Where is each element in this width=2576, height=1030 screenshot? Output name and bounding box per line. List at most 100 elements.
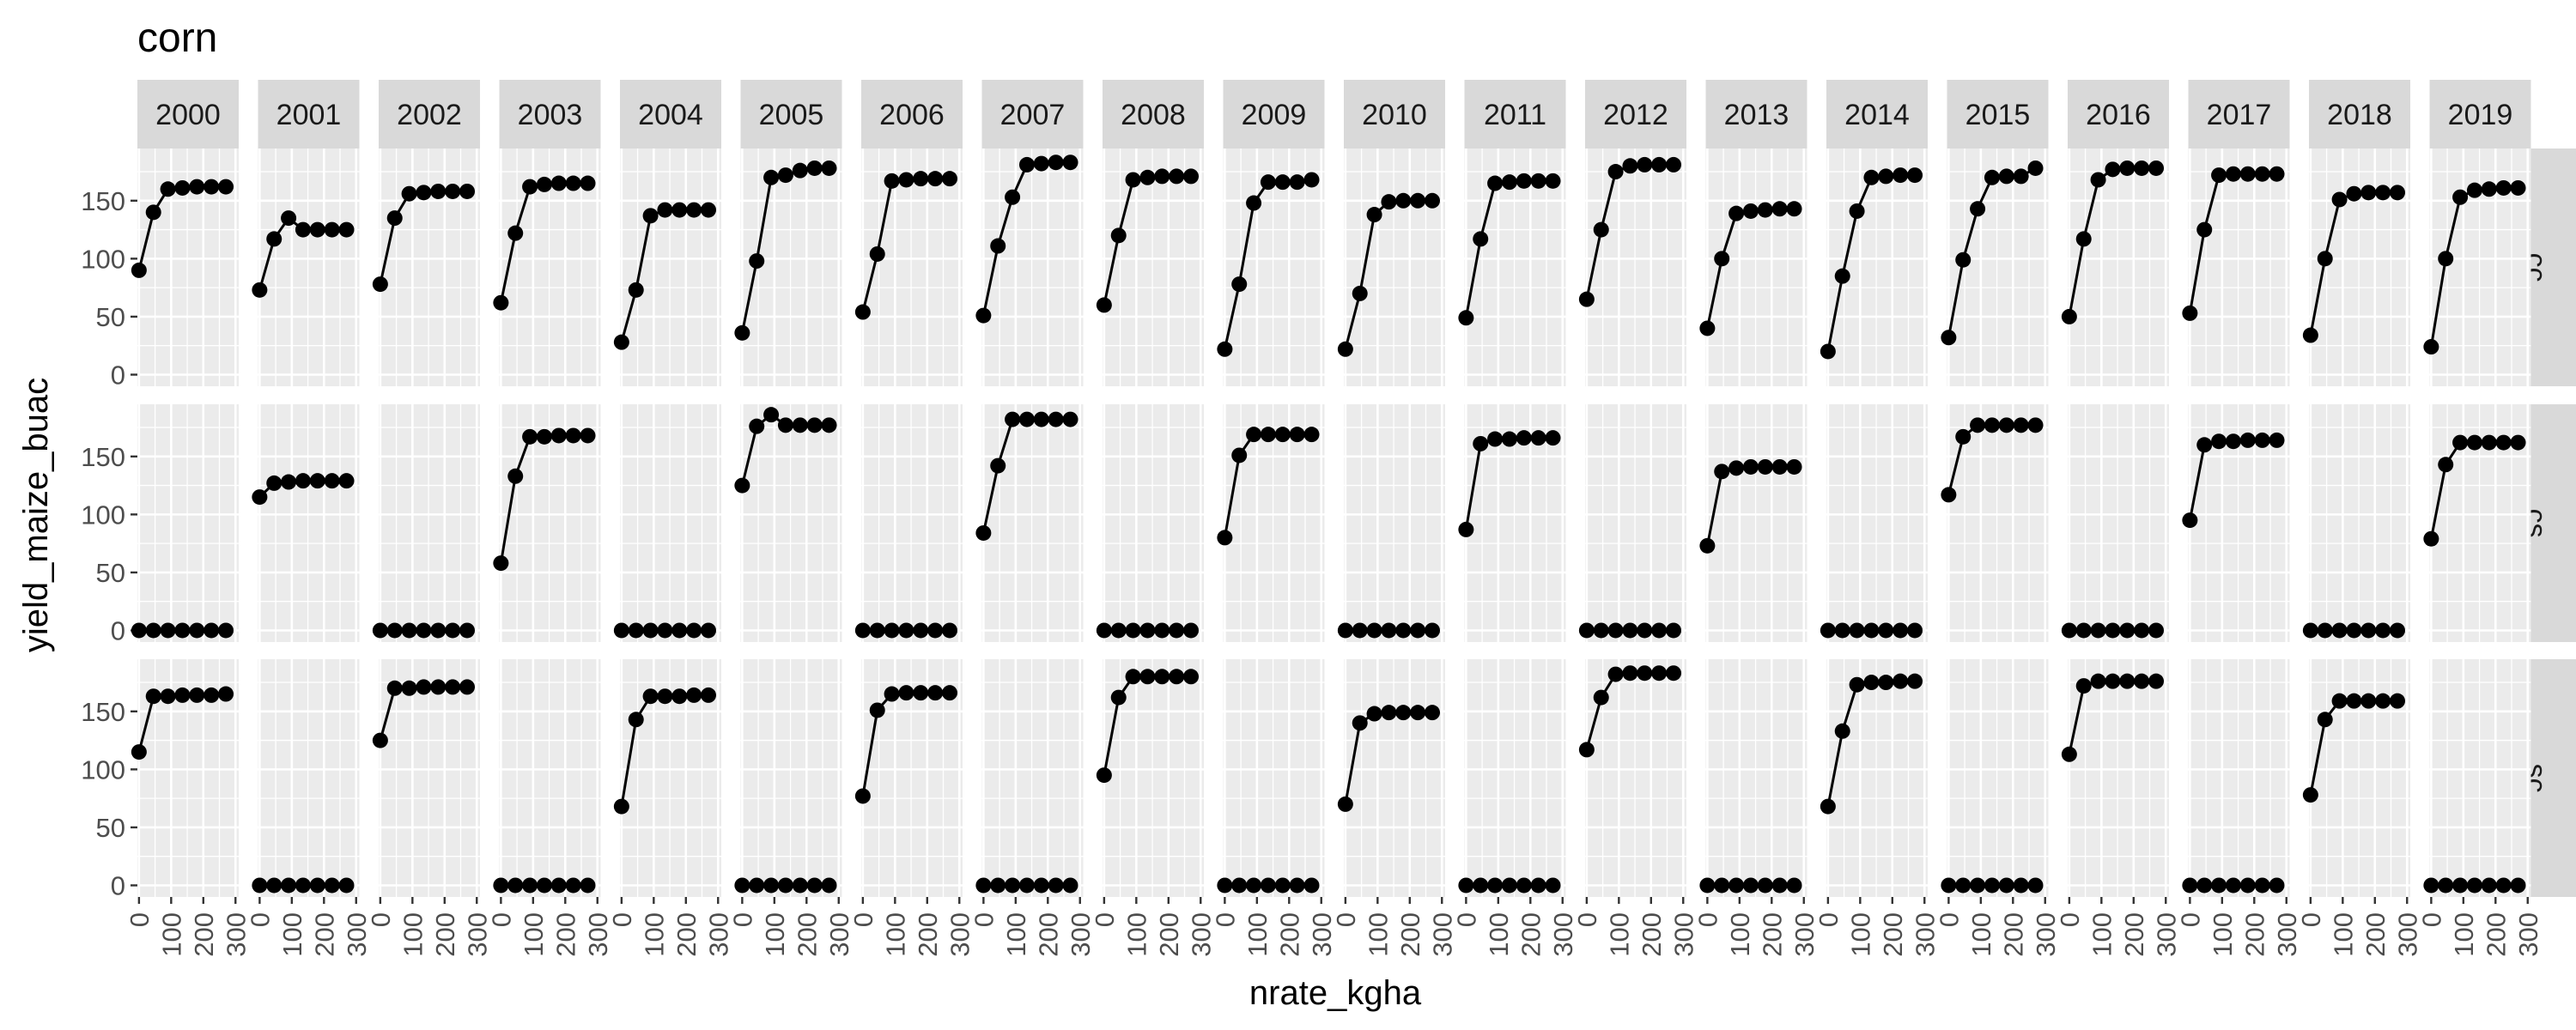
x-tick-label: 0 <box>1692 912 1722 927</box>
facet-panels: 2000 2001 2002 2003 2004 2005 2006 2007 2008 2009… <box>81 80 2576 957</box>
strip-label-2017: 2017 <box>2207 99 2272 131</box>
data-point <box>854 622 871 639</box>
data-point <box>1337 622 1353 639</box>
x-tick-label: 100 <box>2208 912 2238 957</box>
data-point <box>2182 877 2198 894</box>
data-point <box>1878 622 1894 639</box>
data-point <box>2390 622 2406 639</box>
data-point <box>1487 431 1504 447</box>
data-point <box>1062 154 1078 171</box>
data-point <box>2302 327 2318 343</box>
data-point <box>2346 622 2362 639</box>
data-point <box>2105 161 2121 178</box>
panel-sc-2002 <box>372 659 480 897</box>
panel-background <box>258 659 360 897</box>
strip-label-2003: 2003 <box>518 99 583 131</box>
data-point <box>1984 417 2000 433</box>
panel-sc-2008 <box>1096 659 1204 897</box>
x-tick-label: 200 <box>189 912 219 957</box>
x-tick-label: 200 <box>1757 912 1787 957</box>
data-point <box>1820 343 1836 360</box>
data-point <box>1501 431 1517 447</box>
data-point <box>1139 622 1156 639</box>
panel-background <box>1585 148 1686 386</box>
strip-year-2000 <box>137 80 239 148</box>
data-point <box>806 417 823 433</box>
x-tick-label: 0 <box>2055 912 2085 927</box>
panel-cs-2008 <box>1096 404 1204 642</box>
data-point <box>2360 622 2377 639</box>
data-point <box>1110 227 1127 244</box>
data-point <box>1607 622 1624 639</box>
strip-label-2004: 2004 <box>638 99 703 131</box>
data-point <box>445 622 461 639</box>
x-tick-label: 0 <box>727 912 757 927</box>
data-point <box>1473 435 1489 451</box>
panel-background <box>740 659 842 897</box>
panel-background <box>1585 404 1686 642</box>
data-point <box>749 877 765 894</box>
data-point <box>701 687 717 703</box>
panel-cs-2017 <box>2182 404 2290 642</box>
panel-cc-2016 <box>2061 148 2169 386</box>
data-point <box>2119 622 2136 639</box>
data-point <box>416 622 432 639</box>
data-point <box>1849 622 1865 639</box>
data-point <box>1666 622 1682 639</box>
data-point <box>218 686 234 702</box>
data-point <box>749 418 765 434</box>
data-point <box>324 221 340 238</box>
data-point <box>1048 411 1064 427</box>
x-tick-label: 0 <box>486 912 516 927</box>
data-point <box>1381 194 1397 210</box>
x-tick-label: 200 <box>309 912 339 957</box>
data-point <box>2196 437 2213 453</box>
data-point <box>1728 877 1745 894</box>
data-point <box>2466 434 2482 451</box>
data-point <box>927 171 944 187</box>
data-point <box>2317 251 2333 267</box>
data-point <box>1893 167 1909 184</box>
data-point <box>975 524 992 541</box>
panel-background <box>2068 404 2169 642</box>
data-point <box>2331 191 2348 208</box>
panel-background <box>620 148 721 386</box>
data-point <box>1651 156 1668 173</box>
data-point <box>642 208 659 224</box>
strip-year-2010 <box>1344 80 1445 148</box>
data-point <box>1260 427 1276 443</box>
data-point <box>309 473 325 489</box>
y-tick-label: 0 <box>111 870 125 900</box>
data-point <box>821 877 837 894</box>
data-point <box>2452 189 2469 205</box>
data-point <box>854 788 871 804</box>
data-point <box>2375 693 2391 709</box>
data-point <box>1154 622 1170 639</box>
panel-sc-2012 <box>1578 659 1686 897</box>
data-point <box>416 185 432 201</box>
data-point <box>1125 622 1141 639</box>
data-point <box>338 221 355 238</box>
data-point <box>1941 330 1957 346</box>
data-point <box>927 685 944 701</box>
data-point <box>2495 179 2512 196</box>
y-tick-label: 50 <box>96 813 125 843</box>
data-point <box>1487 877 1504 894</box>
y-tick-label: 50 <box>96 558 125 588</box>
data-point <box>2317 622 2333 639</box>
data-point <box>507 468 524 484</box>
data-point <box>2360 693 2377 709</box>
data-point <box>1169 168 1185 185</box>
data-point <box>854 304 871 320</box>
data-point <box>884 173 900 189</box>
data-point <box>2134 673 2150 689</box>
panel-sc-2004 <box>613 659 721 897</box>
data-point <box>1303 877 1320 894</box>
data-point <box>2196 221 2213 238</box>
data-point <box>734 324 750 341</box>
panel-cc-2011 <box>1458 148 1566 386</box>
data-point <box>1183 622 1200 639</box>
data-point <box>1637 622 1653 639</box>
data-point <box>686 687 702 703</box>
data-point <box>1110 689 1127 706</box>
